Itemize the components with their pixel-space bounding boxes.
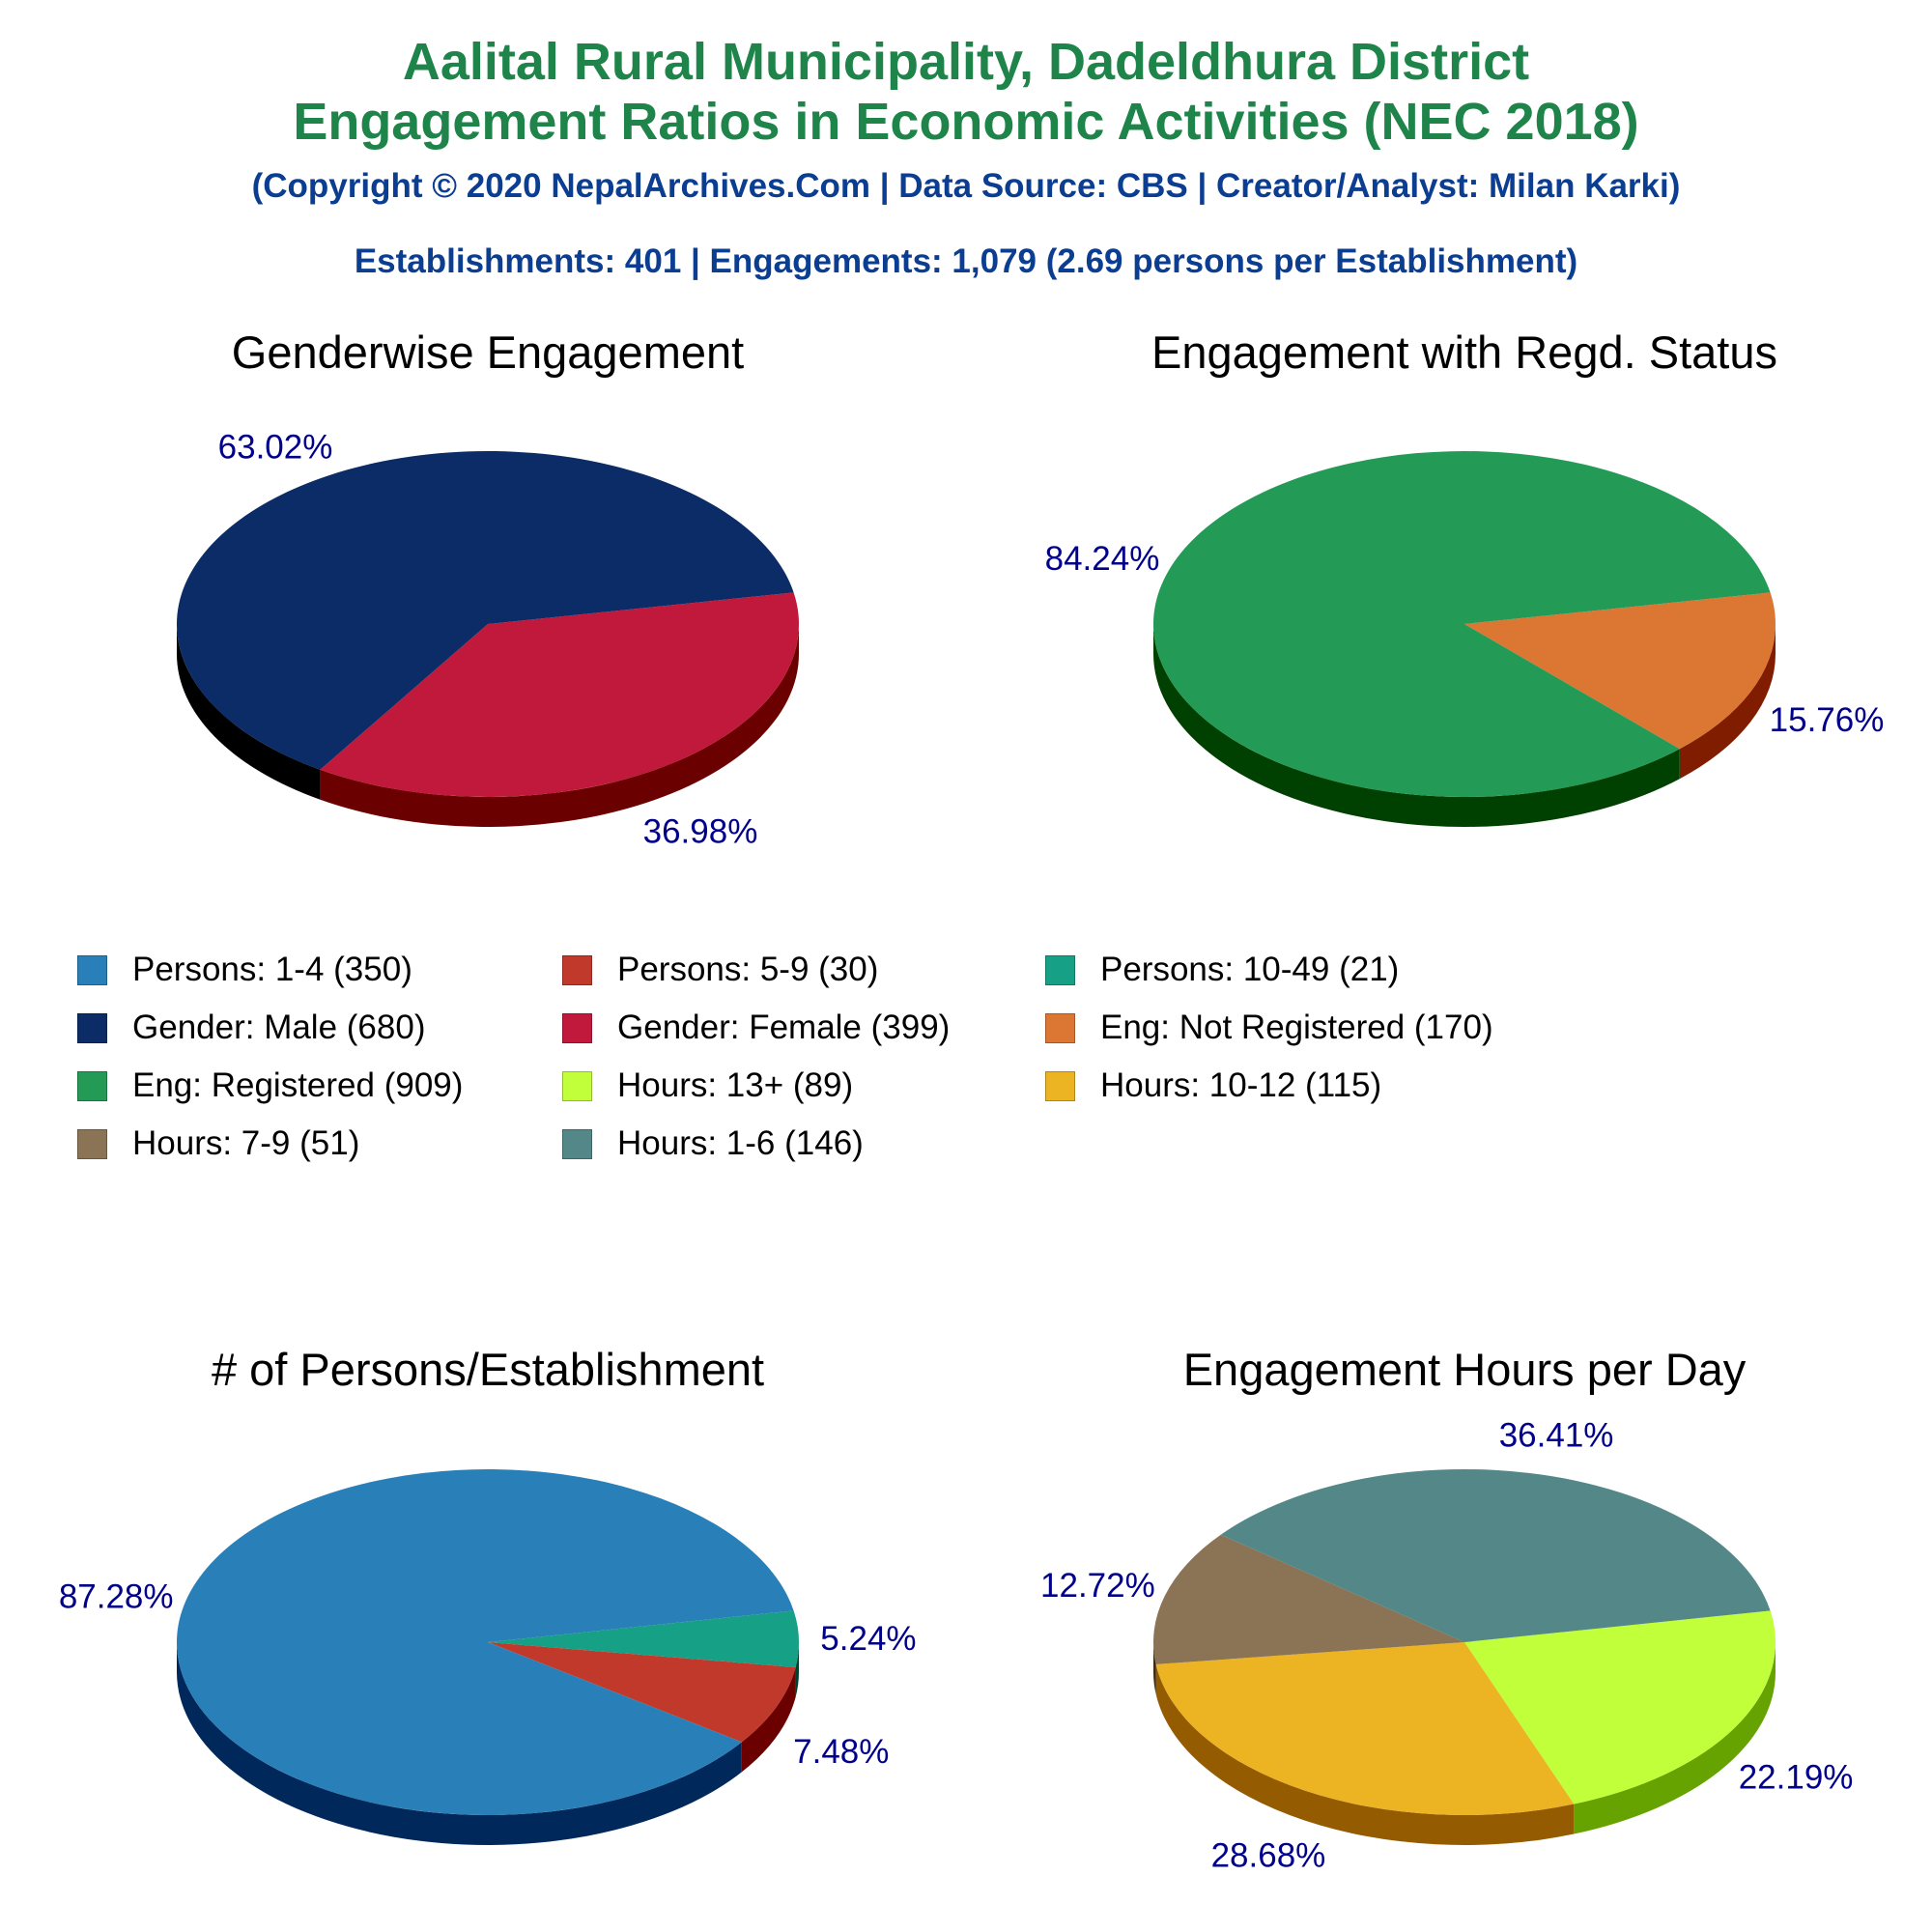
pie-slice xyxy=(1152,450,1771,797)
pie-slice-side xyxy=(177,1642,742,1845)
pie-chart: 36.98% 63.02% Genderwise Engagement xyxy=(176,327,799,850)
legend-label: Hours: 1-6 (146) xyxy=(617,1124,864,1162)
pie-slice-label: 22.19% xyxy=(1739,1759,1854,1797)
legend-swatch xyxy=(77,1128,107,1159)
pie-slice xyxy=(488,1642,796,1743)
legend-swatch xyxy=(562,1128,592,1159)
legend-swatch xyxy=(1045,1012,1075,1043)
legend-label: Persons: 5-9 (30) xyxy=(617,951,879,988)
pie-slice-side xyxy=(795,1642,800,1698)
legend-item: Gender: Female (399) xyxy=(562,1009,950,1047)
pie-slice-label: 63.02% xyxy=(218,429,333,467)
pie-slice xyxy=(320,592,799,797)
pie-slice xyxy=(1464,592,1776,750)
pie-slice-label: 7.48% xyxy=(793,1733,889,1771)
pie-slice-label: 15.76% xyxy=(1770,701,1885,739)
legend-label: Hours: 7-9 (51) xyxy=(132,1124,360,1162)
legend-label: Gender: Male (680) xyxy=(132,1009,426,1046)
pie-slice xyxy=(1155,1642,1575,1815)
pie-slice-label: 87.28% xyxy=(59,1578,174,1616)
pie-slice-label: 5.24% xyxy=(820,1620,916,1658)
legend-item: Persons: 5-9 (30) xyxy=(562,951,878,989)
pie-slice-label: 84.24% xyxy=(1045,540,1160,578)
legend-item: Hours: 10-12 (115) xyxy=(1045,1066,1381,1105)
pie-slice-side xyxy=(320,624,799,827)
pie-slice-label: 12.72% xyxy=(1040,1567,1155,1605)
pie-slice-side xyxy=(1679,624,1776,780)
legend-item: Persons: 10-49 (21) xyxy=(1045,951,1399,989)
legend-label: Gender: Female (399) xyxy=(617,1009,951,1046)
legend-label: Hours: 13+ (89) xyxy=(617,1066,854,1104)
chart-title: Engagement Hours per Day xyxy=(1183,1344,1747,1395)
pie-slice-label: 28.68% xyxy=(1211,1836,1326,1874)
pie-slice-side xyxy=(177,624,321,800)
legend-item: Hours: 7-9 (51) xyxy=(77,1124,359,1163)
legend-swatch xyxy=(77,954,107,985)
pie-slice xyxy=(176,450,794,770)
pie-slice xyxy=(488,1610,799,1668)
chart-title: Genderwise Engagement xyxy=(232,327,744,378)
pie-chart: 5.24% 7.48% 87.28% # of Persons/Establishme… xyxy=(59,1344,917,1845)
pie-slice xyxy=(177,1468,794,1815)
legend-swatch xyxy=(1045,954,1075,985)
pie-slice-label: 36.98% xyxy=(643,812,758,850)
legend-label: Persons: 1-4 (350) xyxy=(132,951,412,988)
pie-slice-side xyxy=(1153,1642,1156,1694)
copyright-line: (Copyright © 2020 NepalArchives.Com | Da… xyxy=(251,167,1681,205)
legend-item: Gender: Male (680) xyxy=(77,1009,425,1047)
pie-slice-side xyxy=(1574,1642,1776,1834)
legend-item: Hours: 13+ (89) xyxy=(562,1066,853,1105)
legend-swatch xyxy=(562,1070,592,1101)
chart-title: # of Persons/Establishment xyxy=(212,1344,764,1395)
pie-slice xyxy=(1464,1610,1776,1804)
legend-swatch xyxy=(562,1012,592,1043)
legend-item: Eng: Registered (909) xyxy=(77,1066,463,1105)
pie-slice-label: 36.41% xyxy=(1499,1417,1614,1455)
legend-swatch xyxy=(562,954,592,985)
legend-item: Hours: 1-6 (146) xyxy=(562,1124,864,1163)
pie-slice xyxy=(1153,1534,1464,1664)
legend-item: Eng: Not Registered (170) xyxy=(1045,1009,1493,1047)
legend-label: Eng: Registered (909) xyxy=(132,1066,464,1104)
legend-swatch xyxy=(77,1070,107,1101)
chart-title: Engagement with Regd. Status xyxy=(1151,327,1777,378)
legend-label: Persons: 10-49 (21) xyxy=(1100,951,1400,988)
pie-chart: 15.76% 84.24% Engagement with Regd. Status xyxy=(1045,327,1885,827)
legend-item: Persons: 1-4 (350) xyxy=(77,951,412,989)
legend-swatch xyxy=(77,1012,107,1043)
pie-slice-side xyxy=(741,1667,796,1773)
legend-label: Hours: 10-12 (115) xyxy=(1100,1066,1382,1104)
pie-slice-side xyxy=(1155,1663,1575,1845)
legend-swatch xyxy=(1045,1070,1075,1101)
pie-slice xyxy=(1220,1468,1771,1642)
summary-line: Establishments: 401 | Engagements: 1,079… xyxy=(354,242,1578,280)
page-title-line-1: Aalital Rural Municipality, Dadeldhura D… xyxy=(402,33,1530,91)
pie-chart: 22.19% 28.68% 12.72% 36.41% Engagement Hours… xyxy=(1040,1344,1853,1874)
legend-label: Eng: Not Registered (170) xyxy=(1100,1009,1493,1046)
page-title-line-2: Engagement Ratios in Economic Activities… xyxy=(293,93,1639,151)
pie-slice-side xyxy=(1153,624,1680,827)
